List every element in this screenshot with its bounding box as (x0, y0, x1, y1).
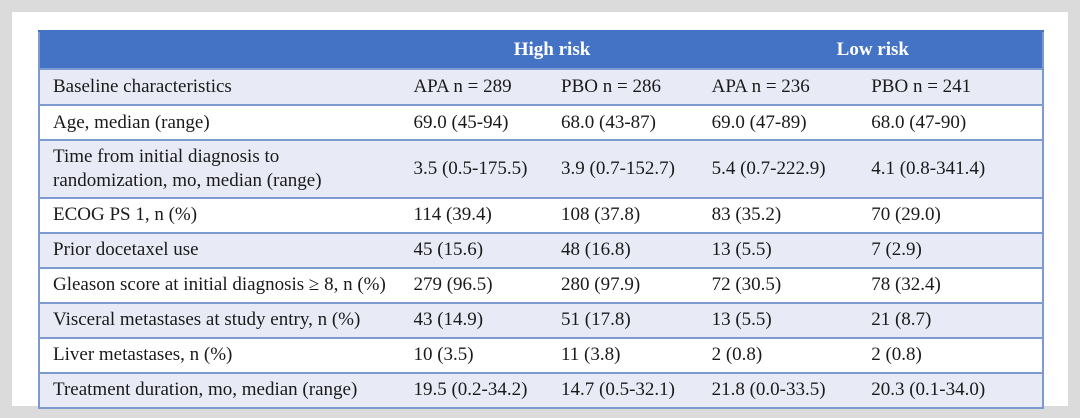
column-header-row: Baseline characteristics APA n = 289 PBO… (39, 68, 1043, 106)
cell-value: 69.0 (47-89) (698, 104, 859, 141)
cell-value: 21 (8.7) (858, 301, 1043, 339)
table-row-visceral-metastases: Visceral metastases at study entry, n (%… (39, 301, 1043, 339)
cell-value: 48 (16.8) (548, 231, 699, 269)
table-row-liver-metastases: Liver metastases, n (%) 10 (3.5) 11 (3.8… (39, 336, 1043, 374)
cell-value: 69.0 (45-94) (400, 104, 549, 141)
row-label: ECOG PS 1, n (%) (39, 196, 401, 234)
cell-value: 51 (17.8) (548, 301, 699, 339)
cell-value: 78 (32.4) (858, 266, 1043, 304)
cell-value: 108 (37.8) (548, 196, 699, 234)
cell-value: 21.8 (0.0-33.5) (698, 371, 859, 409)
cell-value: 2 (0.8) (698, 336, 859, 374)
cell-value: 68.0 (47-90) (858, 104, 1043, 141)
cell-value: 68.0 (43-87) (548, 104, 699, 141)
column-header-apa-low: APA n = 236 (698, 68, 859, 106)
row-label: Prior docetaxel use (39, 231, 401, 269)
row-label: Visceral metastases at study entry, n (%… (39, 301, 401, 339)
table-row-treatment-duration: Treatment duration, mo, median (range) 1… (39, 371, 1043, 409)
cell-value: 20.3 (0.1-34.0) (858, 371, 1043, 409)
table-row-time-to-randomization: Time from initial diagnosis to randomiza… (39, 139, 1043, 199)
cell-value: 2 (0.8) (858, 336, 1043, 374)
content-panel: High risk Low risk Baseline characterist… (12, 12, 1068, 409)
column-header-baseline-characteristics: Baseline characteristics (39, 68, 401, 106)
table-container: High risk Low risk Baseline characterist… (38, 30, 1044, 409)
cell-value: 43 (14.9) (400, 301, 549, 339)
table-row-gleason-score: Gleason score at initial diagnosis ≥ 8, … (39, 266, 1043, 304)
row-label: Age, median (range) (39, 104, 401, 141)
cell-value: 19.5 (0.2-34.2) (400, 371, 549, 409)
group-header-row: High risk Low risk (39, 30, 1043, 70)
group-header-low-risk: Low risk (698, 30, 1043, 70)
cell-value: 3.5 (0.5-175.5) (400, 139, 549, 199)
column-header-pbo-high: PBO n = 286 (548, 68, 699, 106)
cell-value: 45 (15.6) (400, 231, 549, 269)
cell-value: 10 (3.5) (400, 336, 549, 374)
cell-value: 4.1 (0.8-341.4) (858, 139, 1043, 199)
table-row-age: Age, median (range) 69.0 (45-94) 68.0 (4… (39, 104, 1043, 141)
cell-value: 280 (97.9) (548, 266, 699, 304)
table-row-ecog-ps: ECOG PS 1, n (%) 114 (39.4) 108 (37.8) 8… (39, 196, 1043, 234)
cell-value: 14.7 (0.5-32.1) (548, 371, 699, 409)
row-label: Gleason score at initial diagnosis ≥ 8, … (39, 266, 401, 304)
cell-value: 114 (39.4) (400, 196, 549, 234)
cell-value: 5.4 (0.7-222.9) (698, 139, 859, 199)
cell-value: 13 (5.5) (698, 231, 859, 269)
column-header-pbo-low: PBO n = 241 (858, 68, 1043, 106)
table-row-prior-docetaxel: Prior docetaxel use 45 (15.6) 48 (16.8) … (39, 231, 1043, 269)
cell-value: 7 (2.9) (858, 231, 1043, 269)
baseline-characteristics-table: High risk Low risk Baseline characterist… (38, 30, 1044, 409)
cell-value: 70 (29.0) (858, 196, 1043, 234)
cell-value: 3.9 (0.7-152.7) (548, 139, 699, 199)
column-header-apa-high: APA n = 289 (400, 68, 549, 106)
cell-value: 13 (5.5) (698, 301, 859, 339)
cell-value: 83 (35.2) (698, 196, 859, 234)
row-label: Time from initial diagnosis to randomiza… (39, 139, 401, 199)
group-header-spacer (39, 30, 401, 70)
cell-value: 72 (30.5) (698, 266, 859, 304)
cell-value: 279 (96.5) (400, 266, 549, 304)
group-header-high-risk: High risk (400, 30, 699, 70)
row-label: Treatment duration, mo, median (range) (39, 371, 401, 409)
row-label: Liver metastases, n (%) (39, 336, 401, 374)
cell-value: 11 (3.8) (548, 336, 699, 374)
